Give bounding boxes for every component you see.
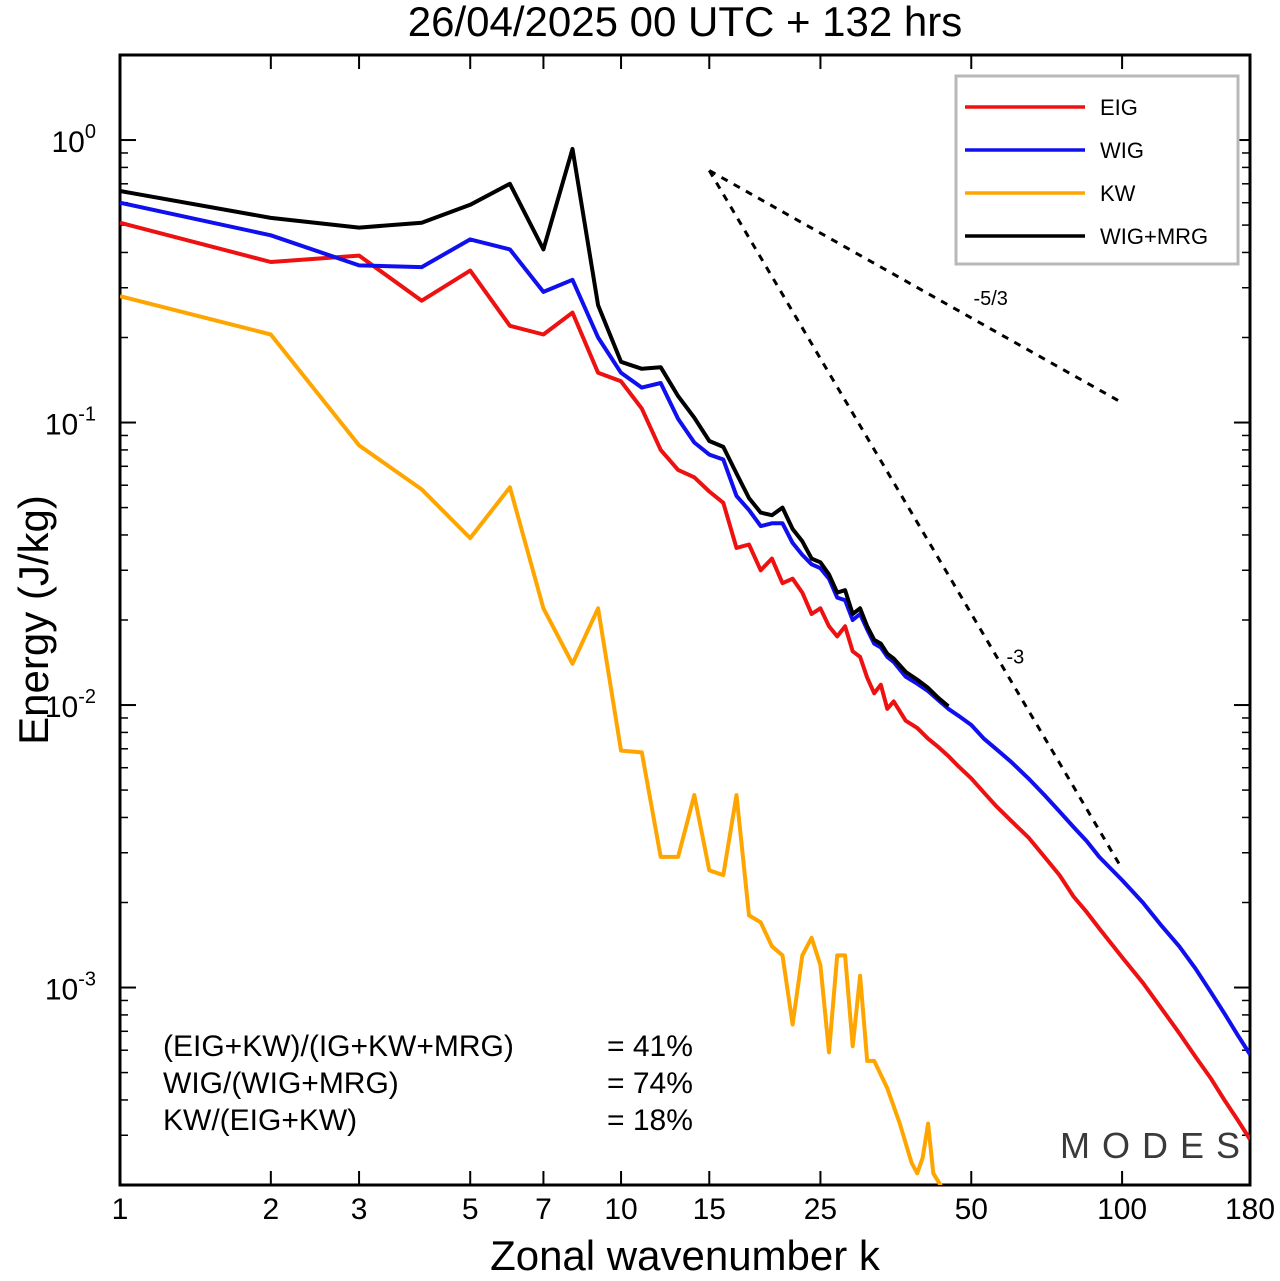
series-line-kw [120,294,943,1185]
x-tick-label: 10 [604,1193,637,1226]
stat-value: = 74% [607,1067,693,1100]
legend: EIG WIG KW WIG+MRG [954,74,1240,266]
chart-title: 26/04/2025 00 UTC + 132 hrs [408,0,963,45]
stat-value: = 18% [607,1104,693,1137]
legend-label: WIG+MRG [1100,224,1208,249]
y-axis-title: Energy (J/kg) [10,495,57,745]
modes-watermark: MODES [1060,1125,1252,1166]
x-tick-label: 1 [112,1193,129,1226]
x-tick-label: 3 [351,1193,368,1226]
legend-label: WIG [1100,138,1144,163]
series-line-wig [120,200,1250,1056]
series-line-wig-mrg [120,146,950,708]
x-tick-label: 50 [955,1193,988,1226]
slope-label: -5/3 [973,288,1007,310]
slope-line [708,169,1123,405]
x-tick-label: 5 [462,1193,479,1226]
y-tick-label: 10-3 [45,969,96,1007]
stats-block: (EIG+KW)/(IG+KW+MRG) = 41% WIG/(WIG+MRG) = … [163,1030,693,1137]
x-tick-label: 180 [1225,1193,1275,1226]
stat-label: WIG/(WIG+MRG) [163,1067,399,1100]
x-tick-label: 7 [535,1193,552,1226]
series-layer [120,146,1250,1185]
legend-label: KW [1100,181,1136,206]
x-axis-title: Zonal wavenumber k [490,1232,881,1279]
legend-label: EIG [1100,95,1138,120]
stat-value: = 41% [607,1030,693,1063]
slope-line [707,169,1124,870]
y-tick-label: 100 [52,121,97,159]
series-line-eig [120,220,1250,1141]
x-tick-label: 15 [693,1193,726,1226]
x-tick-label: 100 [1097,1193,1147,1226]
slope-reference-lines: -5/3 -3 [707,169,1124,870]
axis-ticks: 1 2 3 5 7 10 15 25 50 100 180 100 10-1 10-2 10-3 [45,55,1275,1226]
y-tick-label: 10-1 [45,404,96,442]
stat-label: KW/(EIG+KW) [163,1104,357,1137]
x-tick-label: 25 [804,1193,837,1226]
y-tick-label: 10-2 [45,686,96,724]
x-tick-label: 2 [262,1193,279,1226]
slope-label: -3 [1007,646,1025,668]
stat-label: (EIG+KW)/(IG+KW+MRG) [163,1030,514,1063]
